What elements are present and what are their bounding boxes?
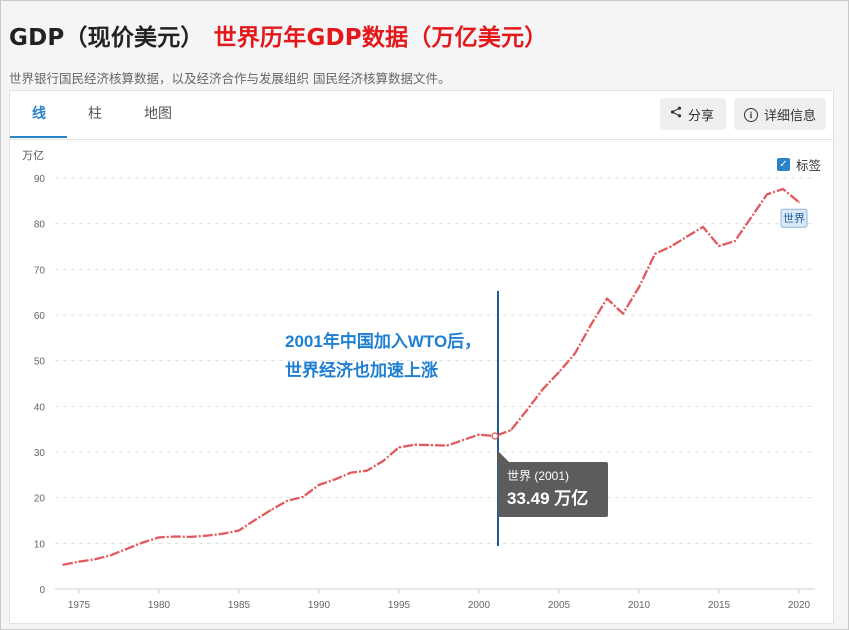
info-icon: i [744,107,758,122]
labels-toggle-label: 标签 [796,158,822,173]
data-point [302,495,304,498]
data-point [190,536,192,538]
data-point [670,245,672,248]
data-point [606,297,608,300]
data-point [142,541,144,544]
line-chart: 万亿 0 10 20 30 40 50 60 70 80 90 1975 1980 1985 1990 199… [22,149,815,611]
data-point [414,443,416,446]
x-tick-label: 2005 [548,600,571,611]
data-point [174,535,176,538]
y-tick-label: 20 [34,494,46,505]
data-point [462,439,464,441]
data-point [366,469,368,472]
data-point [318,484,320,486]
end-label-box [780,208,808,228]
y-tick-label: 30 [34,448,46,459]
data-point [110,554,112,557]
data-point [206,534,208,537]
data-point [430,444,432,446]
share-icon [670,106,682,122]
data-point [638,286,640,288]
details-button[interactable]: i 详细信息 [734,98,826,130]
data-point [558,371,560,373]
data-point [158,536,160,539]
data-point [542,388,544,390]
annotation-text: 2001年中国加入WTO后， [285,331,481,351]
data-point [126,548,128,550]
source-note: 世界银行国民经济核算数据，以及经济合作与发展组织 国民经济核算数据文件。 [9,71,451,86]
data-point [398,446,400,449]
x-tick-label: 1990 [308,600,331,611]
data-point [270,509,272,511]
data-point [686,235,688,238]
tab-bar: 线 柱 地图 分享 i 详细信息 [10,91,833,140]
y-tick-label: 60 [34,311,46,322]
y-tick-label: 70 [34,265,46,276]
page-title: GDP（现价美元） [9,25,204,51]
tooltip-box [498,462,608,518]
y-tick-label: 80 [34,220,46,231]
x-tick-label: 2000 [468,600,491,611]
page-header: GDP（现价美元） 世界历年GDP数据（万亿美元） [9,18,547,52]
chart-headline: 世界历年GDP数据（万亿美元） [213,25,548,51]
data-point [78,560,80,563]
data-point [526,409,528,411]
data-point [286,500,288,502]
x-tick-label: 2020 [788,600,811,611]
y-tick-label: 10 [34,539,46,550]
end-label-world: 世界 [783,212,805,225]
series-line-world [62,187,800,566]
y-tick-label: 50 [34,357,46,368]
highlight-point[interactable] [491,432,499,440]
checkbox-checked-icon: ✓ [777,158,790,171]
x-tick-label: 1995 [388,600,411,611]
x-tick-label: 1985 [228,600,251,611]
data-point [590,323,592,326]
data-point [62,563,64,566]
data-point [478,433,480,436]
data-point [750,216,752,219]
data-point [654,253,656,255]
x-tick-label: 2015 [708,600,731,611]
x-tick-label: 1975 [68,600,91,611]
data-point [382,460,384,462]
chart-panel: 线 柱 地图 分享 i 详细信息 ✓ 标签 万亿 0 10 20 30 40 50 60 70 8… [9,90,834,624]
data-point [574,352,576,355]
y-tick-label: 0 [39,585,45,596]
data-point [766,193,768,196]
tab-map[interactable]: 地图 [144,106,172,122]
details-label: 详细信息 [764,108,817,124]
data-point [350,471,352,474]
data-point [254,519,256,521]
tooltip-value: 33.49 万亿 [507,488,588,508]
data-point [222,532,224,535]
data-point [718,245,720,247]
x-tick-label: 2010 [628,600,651,611]
tab-bar-chart[interactable]: 柱 [88,106,102,122]
data-point [622,312,624,315]
tooltip-pointer [497,450,509,463]
annotation-text: 世界经济也加速上涨 [285,360,438,380]
share-label: 分享 [688,108,715,124]
y-tick-label: 90 [34,174,46,185]
data-point [702,226,704,228]
y-axis-unit-label: 万亿 [22,149,44,162]
x-tick-label: 1980 [148,600,171,611]
data-point [782,188,784,190]
tooltip-title: 世界 (2001) [507,469,569,483]
data-point [798,201,800,204]
data-point [238,529,240,532]
labels-toggle[interactable]: ✓ 标签 [777,155,821,174]
share-button[interactable]: 分享 [660,98,726,130]
active-tab-indicator [10,136,67,138]
y-tick-label: 40 [34,402,46,413]
data-point [334,478,336,481]
data-point [446,444,448,447]
tab-line[interactable]: 线 [32,106,46,122]
data-point [510,429,512,431]
data-point [94,558,96,561]
data-point [734,240,736,242]
